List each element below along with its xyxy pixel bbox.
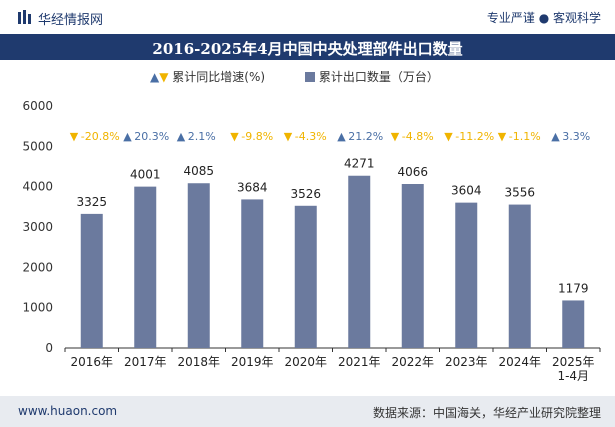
y-tick-label: 1000	[22, 301, 53, 315]
growth-down-arrow: ▼	[70, 130, 79, 143]
x-tick-label: 2020年	[284, 355, 327, 369]
bar-value-label: 4271	[344, 157, 375, 171]
bar	[455, 202, 478, 348]
footer-url: www.huaon.com	[18, 404, 118, 418]
legend-growth: ▲▼ 累计同比增速(%)	[150, 68, 265, 85]
growth-up-arrow: ▲	[177, 130, 186, 143]
x-tick-label: 2019年	[231, 355, 274, 369]
bar	[562, 300, 585, 348]
bar	[294, 205, 317, 348]
footer-source: 数据来源：中国海关，华经产业研究院整理	[372, 406, 601, 420]
y-tick-label: 5000	[22, 139, 53, 153]
bar-value-label: 4066	[397, 165, 428, 179]
y-tick-label: 6000	[22, 99, 53, 113]
title-bar	[0, 34, 615, 60]
growth-value-label: 2.1%	[188, 130, 216, 143]
growth-up-arrow: ▲	[123, 130, 132, 143]
x-tick-label: 2024年	[498, 355, 541, 369]
bar-value-label: 3684	[237, 180, 268, 194]
growth-down-arrow: ▼	[284, 130, 293, 143]
x-tick-label: 1-4月	[557, 369, 589, 383]
bar	[241, 199, 264, 348]
bar-value-label: 3604	[451, 184, 482, 198]
bar	[187, 183, 210, 348]
x-tick-label: 2022年	[391, 355, 434, 369]
footer: www.huaon.com 数据来源：中国海关，华经产业研究院整理	[0, 396, 615, 427]
legend-growth-label: 累计同比增速(%)	[172, 70, 266, 84]
legend-export-label: 累计出口数量（万台）	[318, 70, 439, 84]
growth-value-label: -4.8%	[402, 130, 434, 143]
bar-value-label: 3556	[504, 186, 535, 200]
legend: ▲▼ 累计同比增速(%) 累计出口数量（万台）	[0, 66, 615, 86]
brand-name: 华经情报网	[38, 13, 104, 28]
x-tick-label: 2025年	[552, 355, 595, 369]
growth-value-label: -11.2%	[455, 130, 494, 143]
growth-up-arrow: ▲	[337, 130, 346, 143]
bar-value-label: 4001	[130, 168, 161, 182]
x-tick-label: 2023年	[445, 355, 488, 369]
up-triangle-icon: ▲	[150, 70, 160, 84]
growth-down-arrow: ▼	[498, 130, 507, 143]
y-tick-label: 0	[45, 341, 53, 355]
growth-down-arrow: ▼	[444, 130, 453, 143]
bar	[348, 175, 371, 348]
bar	[508, 204, 531, 348]
growth-down-arrow: ▼	[230, 130, 239, 143]
tagline: 专业严谨 ● 客观科学	[486, 11, 601, 25]
chart-title: 2016-2025年4月中国中央处理部件出口数量	[152, 40, 463, 58]
x-tick-label: 2021年	[338, 355, 381, 369]
top-bar: 华经情报网 专业严谨 ● 客观科学	[0, 0, 615, 34]
bar-value-label: 1179	[558, 281, 589, 295]
y-tick-label: 3000	[22, 220, 53, 234]
bar	[401, 184, 424, 348]
growth-value-label: 20.3%	[134, 130, 169, 143]
bar	[134, 186, 157, 348]
growth-value-label: -9.8%	[241, 130, 273, 143]
growth-value-label: -1.1%	[509, 130, 541, 143]
x-tick-label: 2018年	[177, 355, 220, 369]
growth-value-label: 3.3%	[562, 130, 590, 143]
bar-value-label: 3526	[290, 187, 321, 201]
growth-up-arrow: ▲	[551, 130, 560, 143]
x-tick-label: 2016年	[70, 355, 113, 369]
growth-value-label: -20.8%	[81, 130, 120, 143]
logo-icon	[18, 10, 31, 24]
bar-value-label: 3325	[76, 195, 107, 209]
x-tick-label: 2017年	[124, 355, 167, 369]
growth-down-arrow: ▼	[391, 130, 400, 143]
down-triangle-icon: ▼	[159, 70, 169, 84]
y-tick-label: 4000	[22, 180, 53, 194]
bar-value-label: 4085	[183, 164, 214, 178]
y-tick-label: 2000	[22, 260, 53, 274]
bar	[80, 213, 103, 348]
bar-swatch-icon	[305, 72, 315, 82]
legend-export: 累计出口数量（万台）	[305, 68, 439, 85]
growth-value-label: 21.2%	[348, 130, 383, 143]
growth-value-label: -4.3%	[295, 130, 327, 143]
